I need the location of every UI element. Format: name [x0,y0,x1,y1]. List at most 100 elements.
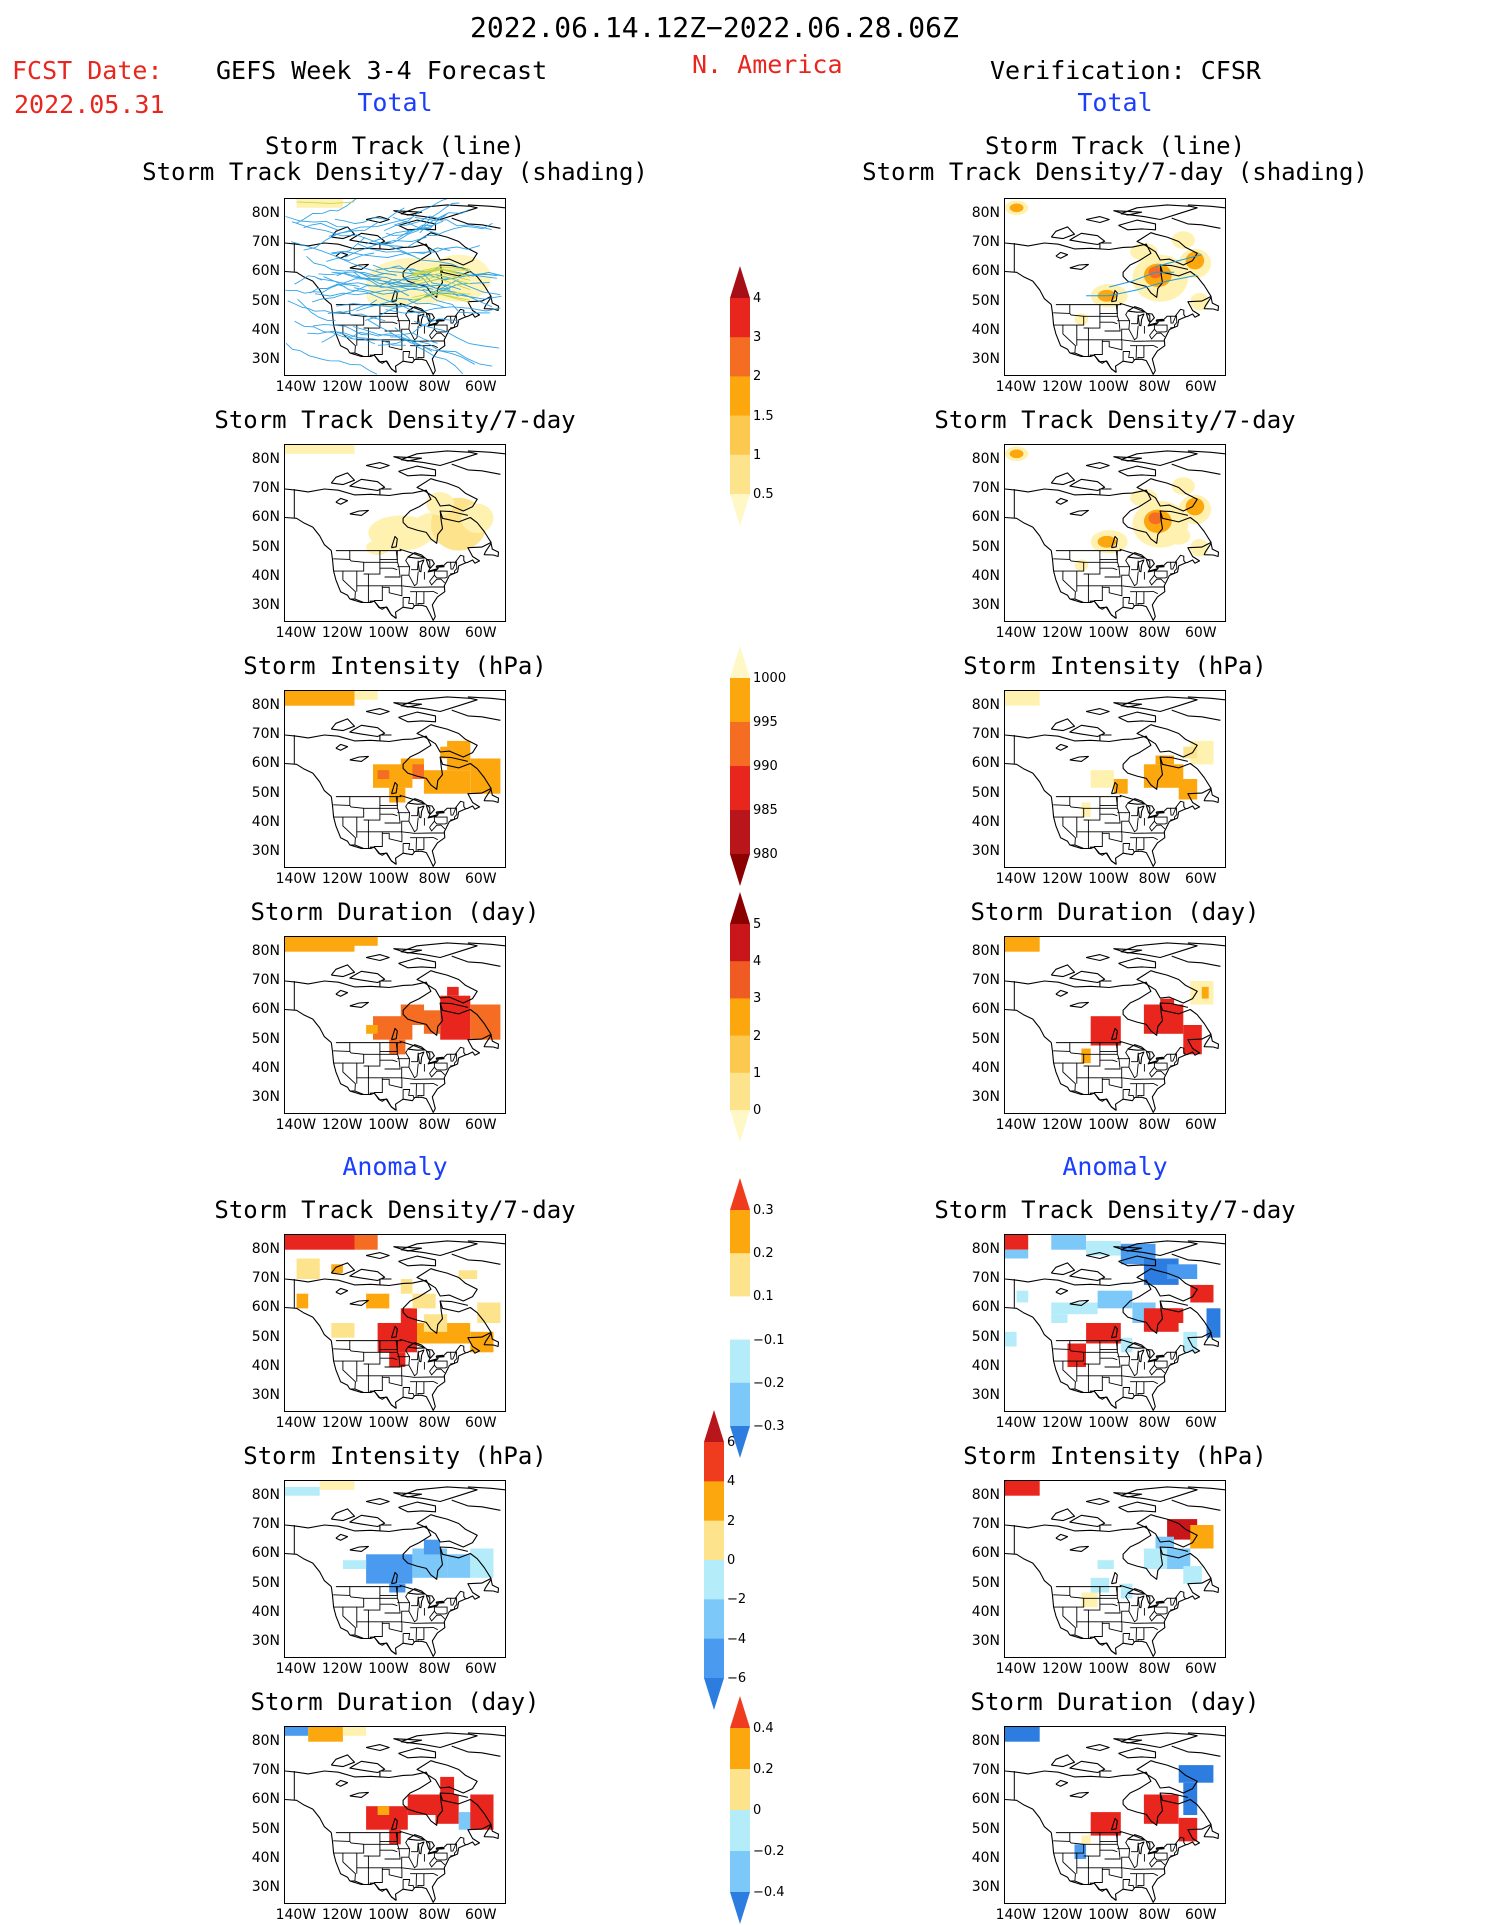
colorbar-tick-label: 0.4 [753,1721,774,1736]
lon-tick-label: 100W [1088,379,1129,395]
left-total-label: Total [357,88,433,117]
colorbar-tick-label: 980 [753,847,778,862]
lon-tick-label: 100W [368,1415,409,1431]
lat-tick-label: 70N [971,480,1000,496]
lon-tick-label: 120W [321,871,363,887]
lat-tick-label: 70N [971,972,1000,988]
lon-tick-label: 60W [1184,1415,1217,1431]
map-gefs-intensity [284,690,506,868]
right-duration-title: Storm Duration (day) [970,898,1260,926]
lon-tick-label: 100W [368,1117,409,1133]
lat-tick-label: 30N [251,1089,280,1106]
lat-tick-label: 40N [251,568,280,584]
lon-tick-label: 120W [321,1117,363,1133]
lon-tick-label: 140W [275,379,317,395]
lon-tick-label: 140W [995,1907,1037,1923]
lat-tick-label: 70N [971,1270,1000,1286]
colorbar-tick-label: 2 [753,1028,762,1044]
lon-tick-label: 60W [464,1907,497,1923]
colorbar-tick-label: 985 [753,803,778,818]
lat-tick-label: 50N [251,1030,280,1047]
colorbar-tick-label: −4 [727,1631,747,1647]
map-gefs-duration-anom [284,1726,506,1904]
lon-tick-label: 100W [368,379,409,395]
left-intensity-anom-title: Storm Intensity (hPa) [243,1442,547,1470]
lat-tick-label: 80N [251,1732,280,1749]
lat-tick-label: 70N [251,480,280,496]
left-duration-title: Storm Duration (day) [250,898,540,926]
colorbar-tick-label: 2 [727,1513,736,1529]
lat-tick-label: 50N [251,538,280,555]
lon-tick-label: 120W [1041,379,1083,395]
lat-tick-label: 60N [971,1545,1000,1562]
map-gefs-track [284,198,506,376]
lat-tick-label: 40N [971,814,1000,830]
lat-tick-label: 40N [251,814,280,830]
left-track-line-title: Storm Track (line) [264,132,526,160]
lon-tick-label: 140W [995,625,1037,641]
map-cfsr-duration [1004,936,1226,1114]
lon-tick-label: 140W [275,1907,317,1923]
lat-tick-label: 30N [971,1879,1000,1896]
lat-tick-label: 80N [971,942,1000,959]
right-density-anom-title: Storm Track Density/7-day [934,1196,1296,1224]
lon-tick-label: 120W [321,379,363,395]
colorbar-tick-label: 0.2 [753,1762,774,1777]
lat-tick-label: 70N [971,1516,1000,1532]
lon-tick-label: 120W [1041,1661,1083,1677]
colorbar-tick-label: 1.5 [753,408,774,424]
lat-tick-label: 80N [251,204,280,221]
lat-tick-label: 80N [971,1486,1000,1503]
lon-tick-label: 60W [1184,871,1217,887]
colorbar-tick-label: 0.5 [753,487,774,502]
lat-tick-label: 30N [251,843,280,860]
right-track-shading-title: Storm Track Density/7-day (shading) [862,158,1368,186]
left-track-shading-title: Storm Track Density/7-day (shading) [142,158,648,186]
lat-tick-label: 50N [971,538,1000,555]
lon-tick-label: 60W [1184,1661,1217,1677]
lat-tick-label: 50N [971,1030,1000,1047]
lat-tick-label: 40N [971,1604,1000,1620]
colorbar-duration-total: 5 4 3 2 1 0 [726,892,786,1142]
lat-tick-label: 40N [251,1850,280,1866]
colorbar-tick-label: −0.1 [753,1332,785,1348]
colorbar-tick-label: 1000 [753,671,787,686]
lon-tick-label: 60W [1184,379,1217,395]
colorbar-tick-label: 0.3 [753,1203,774,1218]
lon-tick-label: 100W [368,625,409,641]
colorbar-duration-anom: 0.4 0.2 0 −0.2 −0.4 [726,1696,786,1924]
colorbar-tick-label: 0 [727,1553,736,1568]
colorbar-tick-label: 0 [753,1103,762,1118]
lat-tick-label: 30N [251,597,280,614]
lat-tick-label: 40N [971,1850,1000,1866]
lat-tick-label: 40N [971,1060,1000,1076]
colorbar-intensity-total: 1000 995 990 985 980 [726,646,786,886]
lon-tick-label: 80W [1138,871,1171,887]
map-cfsr-density-anom [1004,1234,1226,1412]
lon-tick-label: 60W [464,871,497,887]
right-duration-anom-title: Storm Duration (day) [970,1688,1260,1716]
lon-tick-label: 80W [418,379,451,395]
colorbar-tick-label: 990 [753,759,778,774]
colorbar-tick-label: −0.2 [753,1844,785,1859]
lon-tick-label: 120W [321,1661,363,1677]
colorbar-tick-label: −6 [727,1671,747,1686]
lon-tick-label: 100W [368,1907,409,1923]
right-intensity-anom-title: Storm Intensity (hPa) [963,1442,1267,1470]
lat-tick-label: 50N [971,292,1000,309]
colorbar-intensity-anom: 6 4 2 0 −2 −4 −6 [700,1410,770,1710]
colorbar-tick-label: 0 [753,1803,762,1818]
colorbar-tick-label: 1 [753,447,762,463]
lat-tick-label: 40N [971,1358,1000,1374]
lon-tick-label: 100W [1088,1415,1129,1431]
lat-tick-label: 80N [971,1240,1000,1257]
lon-tick-label: 140W [275,625,317,641]
lat-tick-label: 70N [971,1762,1000,1778]
lat-tick-label: 70N [971,726,1000,742]
lat-tick-label: 60N [251,1545,280,1562]
lon-tick-label: 100W [368,871,409,887]
lat-tick-label: 50N [251,1820,280,1837]
lon-tick-label: 140W [275,1661,317,1677]
lat-tick-label: 30N [251,351,280,368]
left-duration-anom-title: Storm Duration (day) [250,1688,540,1716]
